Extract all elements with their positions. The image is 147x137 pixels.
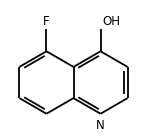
Text: OH: OH — [102, 15, 120, 28]
Text: N: N — [96, 119, 105, 132]
Text: F: F — [43, 15, 50, 28]
